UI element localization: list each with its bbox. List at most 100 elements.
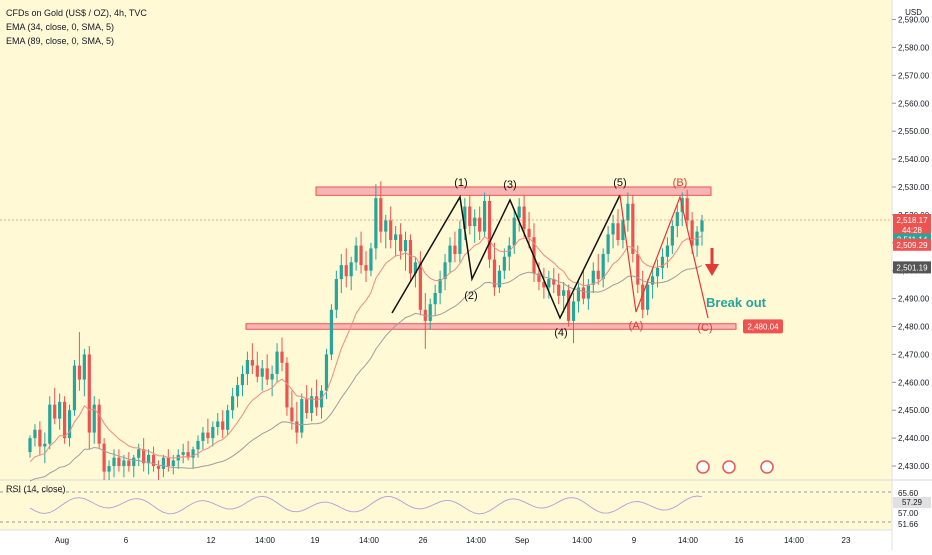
candle-body: [349, 262, 353, 277]
candle-body: [478, 217, 482, 232]
y-tick-label: 2,590.00: [898, 16, 930, 25]
x-tick-label: 16: [735, 536, 744, 545]
y-tick-label: 2,460.00: [898, 378, 930, 387]
candle-body: [453, 245, 457, 254]
y-tick-label: 2,570.00: [898, 71, 930, 80]
symbol-title[interactable]: CFDs on Gold (US$ / OZ), 4h, TVC: [6, 8, 147, 18]
rsi-value-label: 57.29: [902, 498, 923, 507]
x-tick-label: 19: [311, 536, 320, 545]
candle-body: [132, 457, 136, 467]
y-tick-label: 2,490.00: [898, 295, 930, 304]
candle-body: [191, 449, 195, 458]
x-tick-label: 14:00: [255, 536, 276, 545]
x-tick-label: 26: [419, 536, 428, 545]
candle-body: [38, 429, 42, 447]
candle-body: [566, 290, 571, 321]
candle-body: [28, 438, 32, 453]
candle-body: [354, 245, 358, 263]
candle-body: [334, 279, 338, 310]
candle-body: [408, 240, 413, 274]
candle-body: [62, 401, 67, 439]
x-tick-label: 23: [842, 536, 851, 545]
candle-body: [250, 360, 254, 366]
y-tick-label: 2,480.00: [898, 323, 930, 332]
candle-body: [571, 301, 576, 321]
y-tick-label: 2,440.00: [898, 434, 930, 443]
support-zone: [245, 323, 737, 330]
breakout-arrowhead: [705, 264, 719, 276]
candle-body: [473, 217, 477, 227]
price-axis: [892, 0, 932, 550]
candle-body: [576, 287, 581, 302]
candle-body: [384, 220, 388, 232]
price-tag-label: 2,501.19: [896, 263, 928, 272]
candle-body: [522, 206, 526, 229]
candle-body: [186, 452, 190, 458]
y-tick-label: 2,470.00: [898, 350, 930, 359]
candle-body: [527, 228, 531, 238]
candle-body: [636, 253, 640, 285]
wave-abc-line: [619, 194, 709, 319]
candle-body: [171, 460, 175, 467]
candle-body: [107, 466, 111, 472]
resistance-zone: [315, 186, 712, 196]
breakout-price-tag: [743, 319, 783, 334]
candle-body: [537, 273, 541, 282]
ema89-line: [29, 265, 703, 482]
candle-body: [166, 457, 170, 467]
candle-body: [650, 276, 655, 285]
price-tag: [893, 238, 931, 251]
candle-body: [211, 426, 215, 439]
price-tag: [893, 261, 931, 274]
x-tick-label: 14:00: [678, 536, 699, 545]
price-tag: [893, 213, 931, 236]
ema34-legend[interactable]: EMA (34, close, 0, SMA, 5): [6, 22, 115, 32]
candle-body: [344, 265, 348, 277]
candle-body: [67, 410, 72, 439]
candle-body: [646, 284, 650, 310]
candle-body: [552, 279, 556, 285]
candle-body: [102, 443, 106, 472]
candle-body: [240, 373, 245, 386]
candle-body: [448, 245, 452, 263]
candle-body: [280, 351, 284, 363]
candle-body: [660, 256, 665, 268]
x-tick-label: Aug: [55, 536, 69, 545]
candle-body: [77, 365, 82, 380]
candle-body: [97, 404, 101, 444]
candle-body: [438, 279, 442, 294]
candle-body: [394, 234, 398, 240]
candle-body: [255, 365, 259, 377]
candle-body: [606, 234, 610, 254]
y-tick-label: 2,430.00: [898, 462, 930, 471]
candle-body: [542, 281, 546, 288]
candle-body: [502, 256, 506, 271]
candle-body: [482, 200, 487, 232]
candle-body: [216, 421, 220, 427]
candle-body: [314, 396, 319, 408]
rsi-tick-label: 65.60: [898, 489, 919, 498]
candle-body: [631, 203, 635, 254]
y-tick-label: 2,450.00: [898, 406, 930, 415]
candle-body: [265, 368, 269, 380]
candle-body: [665, 245, 670, 257]
candle-body: [92, 404, 96, 433]
candle-body: [58, 401, 62, 419]
candle-body: [458, 228, 462, 254]
x-tick-label: 14:00: [572, 536, 593, 545]
rsi-legend[interactable]: RSI (14, close): [6, 484, 66, 494]
candle-body: [369, 248, 373, 271]
price-tag-label: 2,518.17: [896, 216, 928, 225]
ema89-legend[interactable]: EMA (89, close, 0, SMA, 5): [6, 36, 115, 46]
candle-body: [151, 454, 156, 467]
candle-body: [641, 284, 645, 310]
wave-label: (4): [554, 327, 567, 339]
candle-body: [43, 443, 47, 447]
candle-body: [146, 454, 151, 464]
candle-body: [270, 373, 274, 380]
candle-body: [611, 223, 615, 235]
wave-label: (1): [454, 177, 467, 189]
candle-body: [413, 262, 418, 274]
